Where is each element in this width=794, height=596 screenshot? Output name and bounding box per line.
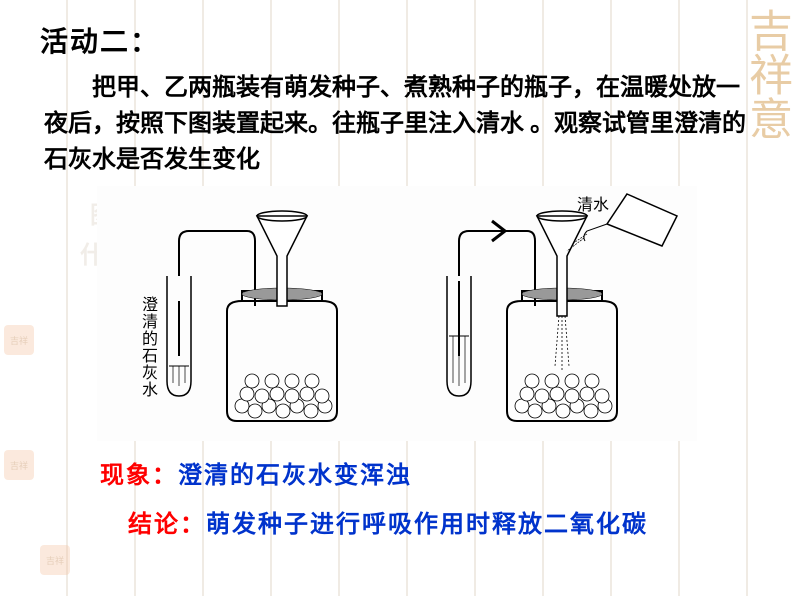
- experiment-diagram: 澄清的石灰水 清水: [97, 186, 697, 441]
- conclusion-line: 结论：萌发种子进行呼吸作用时释放二氧化碳: [100, 504, 754, 539]
- main-content: 活动二： 把甲、乙两瓶装有萌发种子、煮熟种子的瓶子，在温暖处放一夜后，按照下图装…: [0, 0, 794, 549]
- observation-label: 现象：: [100, 463, 178, 489]
- section-title: 活动二：: [40, 20, 754, 60]
- conclusion-label: 结论：: [128, 512, 206, 538]
- conclusion-text: 萌发种子进行呼吸作用时释放二氧化碳: [206, 512, 648, 538]
- experiment-description: 把甲、乙两瓶装有萌发种子、煮熟种子的瓶子，在温暖处放一夜后，按照下图装置起来。往…: [40, 70, 754, 178]
- observation-line: 现象：澄清的石灰水变浑浊: [100, 455, 754, 490]
- seal-decoration: 吉祥: [40, 545, 70, 575]
- observation-text: 澄清的石灰水变浑浊: [178, 463, 412, 489]
- results-section: 现象：澄清的石灰水变浑浊 结论：萌发种子进行呼吸作用时释放二氧化碳: [40, 455, 754, 539]
- label-limewater: 澄清的石灰水: [135, 296, 159, 398]
- label-clearwater: 清水: [577, 191, 609, 215]
